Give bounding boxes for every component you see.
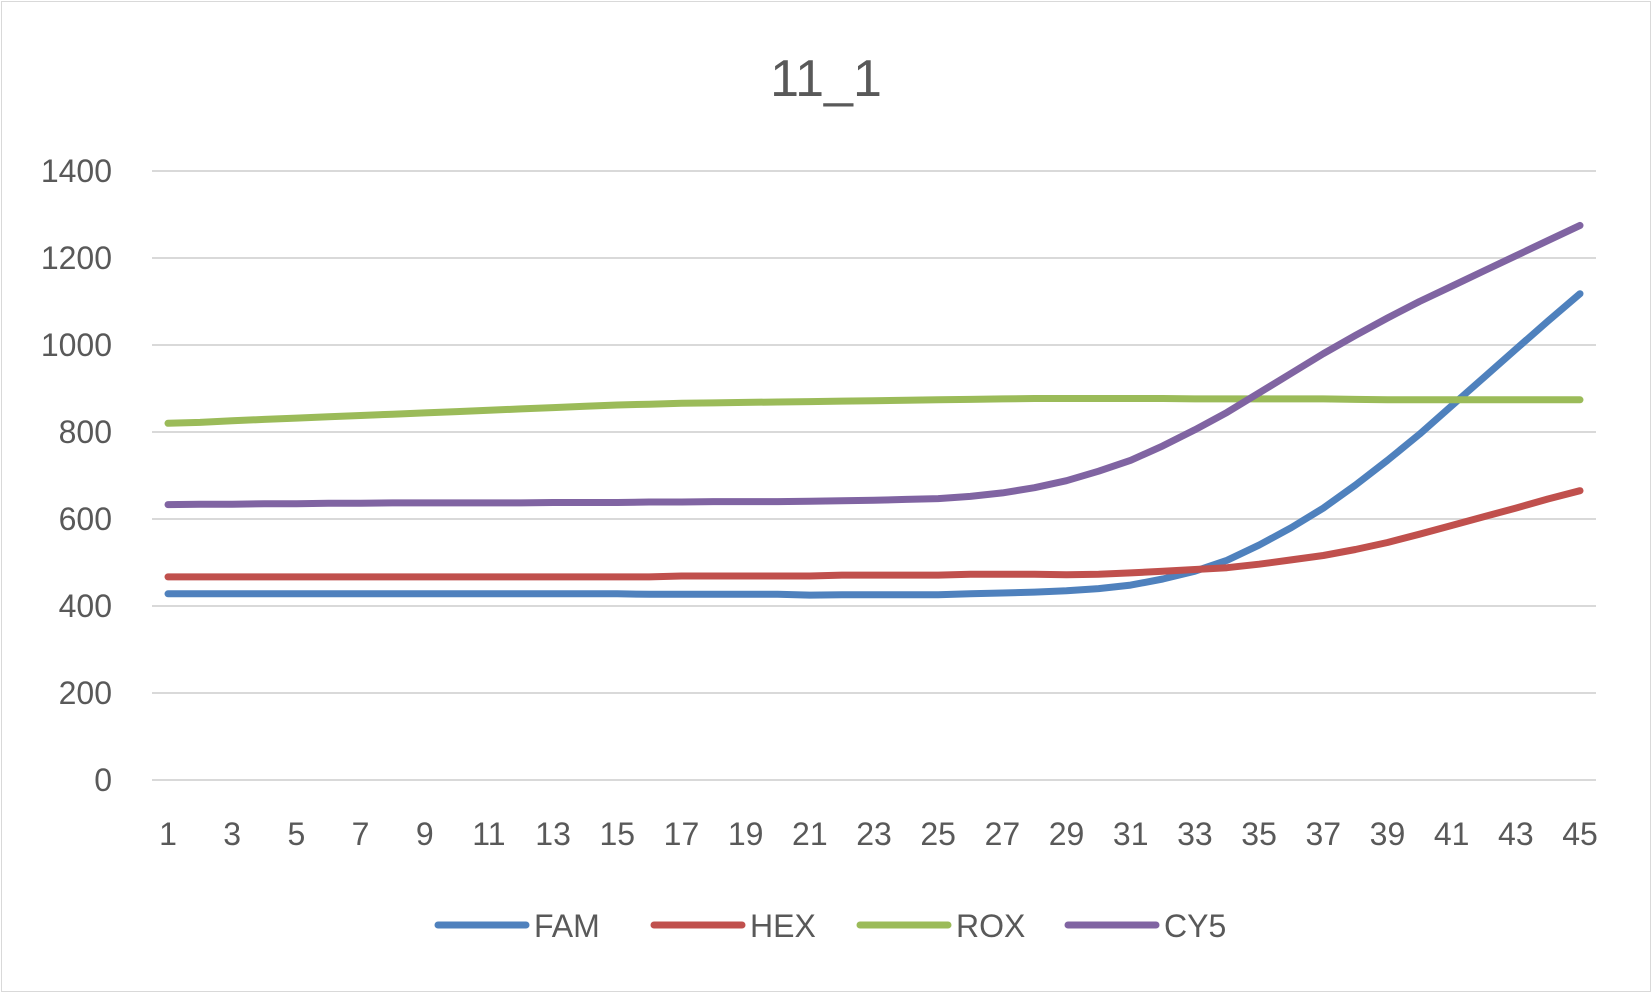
x-tick-label: 41: [1434, 816, 1470, 852]
x-tick-label: 39: [1370, 816, 1406, 852]
series-line-fam: [164, 290, 1584, 599]
x-tick-label: 23: [856, 816, 892, 852]
x-tick-label: 45: [1562, 816, 1598, 852]
series-lines: [164, 221, 1584, 599]
legend-label-fam: FAM: [534, 908, 600, 944]
y-tick-label: 400: [59, 588, 112, 624]
x-axis-ticks: 1 3 5 7 9 11 13 15 17 19 21 23 25 27 29 31 33 35 37 39 41 43 4…: [159, 816, 1598, 852]
series-line-rox: [164, 395, 1584, 427]
x-tick-label: 13: [535, 816, 571, 852]
legend-label-hex: HEX: [750, 908, 816, 944]
x-tick-label: 5: [287, 816, 305, 852]
x-tick-label: 11: [472, 816, 505, 852]
y-tick-label: 800: [59, 414, 112, 450]
legend-label-rox: ROX: [956, 908, 1025, 944]
x-tick-label: 27: [985, 816, 1021, 852]
x-tick-label: 17: [664, 816, 700, 852]
legend: FAM HEX ROX CY5: [434, 908, 1226, 944]
series-line-hex: [164, 487, 1584, 581]
x-tick-label: 21: [792, 816, 828, 852]
y-tick-label: 600: [59, 501, 112, 537]
y-tick-label: 1200: [41, 240, 112, 276]
x-tick-label: 33: [1177, 816, 1213, 852]
x-tick-label: 25: [920, 816, 956, 852]
x-tick-label: 43: [1498, 816, 1534, 852]
gridlines: [152, 170, 1596, 781]
x-tick-label: 1: [159, 816, 177, 852]
x-tick-label: 31: [1113, 816, 1149, 852]
chart-title: 11_1: [770, 50, 882, 108]
x-tick-label: 9: [416, 816, 434, 852]
x-tick-label: 29: [1049, 816, 1085, 852]
x-tick-label: 15: [599, 816, 635, 852]
legend-label-cy5: CY5: [1164, 908, 1226, 944]
x-tick-label: 35: [1241, 816, 1277, 852]
x-tick-label: 3: [223, 816, 241, 852]
series-line-cy5: [164, 221, 1584, 509]
y-axis-ticks: 0 200 400 600 800 1000 1200 1400: [41, 153, 112, 798]
y-tick-label: 1000: [41, 327, 112, 363]
y-tick-label: 200: [59, 675, 112, 711]
x-tick-label: 37: [1305, 816, 1341, 852]
y-tick-label: 0: [94, 762, 112, 798]
y-tick-label: 1400: [41, 153, 112, 189]
x-tick-label: 19: [728, 816, 764, 852]
x-tick-label: 7: [352, 816, 370, 852]
